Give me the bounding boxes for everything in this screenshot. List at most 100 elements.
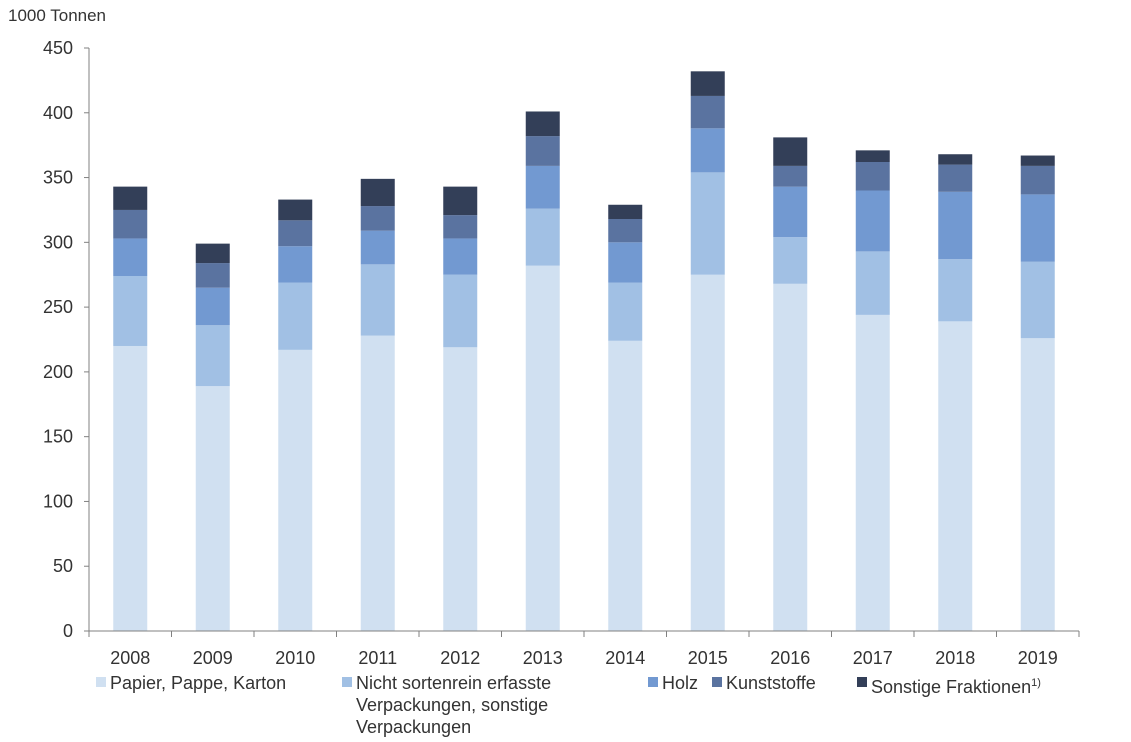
bar-segment-2010-series-4 <box>278 199 313 221</box>
bar-segment-2011-series-2 <box>360 230 395 265</box>
bar-segment-2013-series-3 <box>525 136 560 166</box>
x-tick-label-2009: 2009 <box>193 648 233 668</box>
bar-segment-2008-series-0 <box>113 345 148 631</box>
x-tick-label-2011: 2011 <box>358 648 397 668</box>
bar-segment-2011-series-1 <box>360 264 395 336</box>
bar-segment-2012-series-4 <box>443 186 478 216</box>
bar-segment-2018-series-3 <box>938 164 973 192</box>
footnote-marker: 1) <box>1031 677 1041 689</box>
bar-segment-2011-series-3 <box>360 206 395 231</box>
bar-segment-2008-series-4 <box>113 186 148 210</box>
legend-item-kunststoffe: Kunststoffe <box>712 672 816 694</box>
bar-segment-2018-series-2 <box>938 191 973 260</box>
y-tick-label-150: 150 <box>43 427 73 447</box>
bar-segment-2013-series-1 <box>525 208 560 266</box>
x-tick-label-2013: 2013 <box>523 648 563 668</box>
bar-segment-2010-series-2 <box>278 246 313 283</box>
bar-segment-2015-series-3 <box>690 95 725 129</box>
bar-segment-2014-series-2 <box>608 242 643 283</box>
legend-label-text: Sonstige Fraktionen <box>871 677 1032 697</box>
legend-label: Papier, Pappe, Karton <box>110 673 287 693</box>
x-tick-label-2018: 2018 <box>935 648 975 668</box>
legend-item-holz: Holz <box>648 672 698 694</box>
y-tick-label-450: 450 <box>43 38 73 58</box>
bar-segment-2016-series-1 <box>773 237 808 284</box>
bar-segment-2014-series-3 <box>608 219 643 243</box>
legend-item-nicht-sortenrein: Nicht sortenrein erfasste Verpackungen, … <box>342 672 551 738</box>
bar-segment-2015-series-0 <box>690 274 725 631</box>
bar-segment-2009-series-0 <box>195 386 230 631</box>
y-tick-label-350: 350 <box>43 168 73 188</box>
y-axis-title: 1000 Tonnen <box>8 6 107 25</box>
bar-segment-2014-series-4 <box>608 204 643 220</box>
bar-segment-2008-series-3 <box>113 209 148 239</box>
bar-segment-2016-series-0 <box>773 283 808 631</box>
bar-segment-2013-series-0 <box>525 265 560 631</box>
x-tick-label-2012: 2012 <box>440 648 480 668</box>
bar-segment-2019-series-0 <box>1020 338 1055 631</box>
legend-label: Kunststoffe <box>726 673 816 693</box>
x-tick-label-2014: 2014 <box>605 648 645 668</box>
y-tick-label-50: 50 <box>53 556 73 576</box>
bar-segment-2009-series-3 <box>195 263 230 288</box>
y-tick-label-200: 200 <box>43 362 73 382</box>
legend-label: Nicht sortenrein erfasste Verpackungen, … <box>356 673 552 737</box>
bar-segment-2017-series-3 <box>855 162 890 191</box>
y-tick-label-0: 0 <box>63 621 73 641</box>
bar-segment-2014-series-0 <box>608 340 643 631</box>
legend-swatch <box>648 677 658 687</box>
legend-swatch <box>342 677 352 687</box>
y-tick-label-300: 300 <box>43 232 73 252</box>
bar-segment-2016-series-4 <box>773 137 808 166</box>
bar-segment-2018-series-0 <box>938 321 973 631</box>
x-tick-label-2019: 2019 <box>1018 648 1058 668</box>
bar-segment-2016-series-2 <box>773 186 808 238</box>
legend-label: Sonstige Fraktionen1) <box>871 672 1041 698</box>
bar-segment-2018-series-4 <box>938 154 973 165</box>
legend-swatch <box>712 677 722 687</box>
bar-segment-2014-series-1 <box>608 282 643 341</box>
legend-item-sonstige: Sonstige Fraktionen1) <box>857 672 1041 698</box>
bar-segment-2018-series-1 <box>938 259 973 322</box>
bar-segment-2010-series-1 <box>278 282 313 350</box>
legend-item-papier: Papier, Pappe, Karton <box>96 672 286 694</box>
bar-segment-2010-series-0 <box>278 349 313 631</box>
bar-segment-2013-series-4 <box>525 111 560 137</box>
x-tick-label-2017: 2017 <box>853 648 893 668</box>
bar-segment-2019-series-4 <box>1020 155 1055 166</box>
y-tick-label-250: 250 <box>43 297 73 317</box>
bar-segment-2017-series-0 <box>855 314 890 631</box>
bar-segment-2010-series-3 <box>278 220 313 247</box>
bar-segment-2011-series-4 <box>360 178 395 207</box>
bar-segment-2012-series-3 <box>443 215 478 239</box>
x-tick-label-2016: 2016 <box>770 648 810 668</box>
bar-segment-2011-series-0 <box>360 335 395 631</box>
x-tick-label-2010: 2010 <box>275 648 315 668</box>
bar-segment-2009-series-1 <box>195 325 230 387</box>
legend-swatch <box>96 677 106 687</box>
bar-segment-2015-series-1 <box>690 172 725 275</box>
bar-segment-2017-series-4 <box>855 150 890 163</box>
bar-segment-2009-series-2 <box>195 287 230 326</box>
x-tick-label-2008: 2008 <box>110 648 150 668</box>
bar-segment-2008-series-2 <box>113 238 148 277</box>
legend-label: Holz <box>662 673 699 693</box>
bar-segment-2013-series-2 <box>525 165 560 209</box>
bar-segment-2019-series-3 <box>1020 165 1055 195</box>
bar-segment-2019-series-1 <box>1020 261 1055 339</box>
x-tick-label-2015: 2015 <box>688 648 728 668</box>
bar-segment-2017-series-1 <box>855 251 890 315</box>
bar-segment-2017-series-2 <box>855 190 890 252</box>
bar-segment-2012-series-1 <box>443 274 478 348</box>
bar-segment-2012-series-0 <box>443 347 478 631</box>
bar-segment-2019-series-2 <box>1020 194 1055 262</box>
legend: Papier, Pappe, Karton Nicht sortenrein e… <box>0 672 1131 742</box>
bar-segment-2009-series-4 <box>195 243 230 264</box>
bar-segment-2016-series-3 <box>773 165 808 187</box>
bar-segment-2015-series-4 <box>690 71 725 96</box>
legend-swatch <box>857 677 867 687</box>
stacked-bar-chart: 0 50 100 150 200 250 300 350 400 450 2008 2009 2010 2… <box>43 38 1080 668</box>
y-tick-label-400: 400 <box>43 103 73 123</box>
y-tick-label-100: 100 <box>43 491 73 511</box>
bar-segment-2015-series-2 <box>690 128 725 173</box>
